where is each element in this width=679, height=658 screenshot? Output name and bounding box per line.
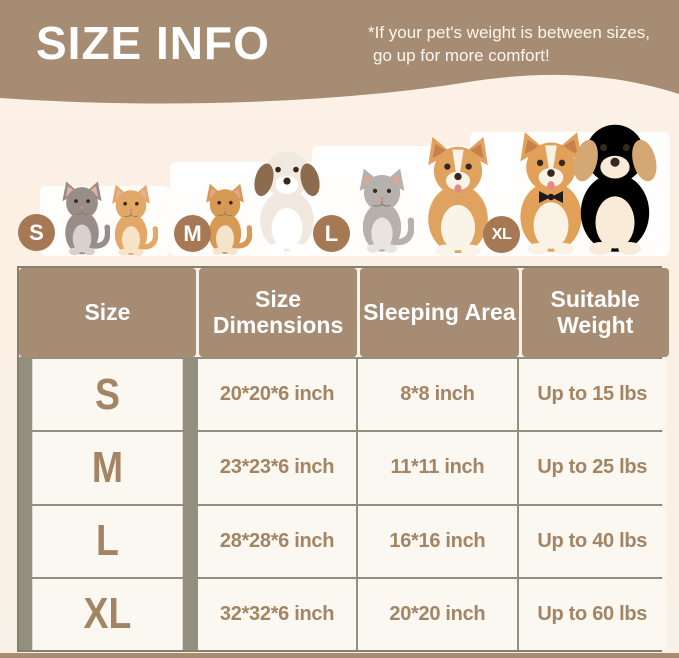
cell-dimensions-s: 20*20*6 inch <box>197 359 357 431</box>
cell-sleeping-area-s: 8*8 inch <box>358 359 517 431</box>
size-table-body: S 20*20*6 inch 8*8 inch Up to 15 lbs M 2… <box>19 357 666 650</box>
gray-kitten-icon <box>61 181 109 256</box>
size-advice-note: *If your pet's weight is between sizes, … <box>368 21 670 68</box>
size-badge-s: S <box>18 214 55 251</box>
pets-medium-image <box>205 151 323 256</box>
corgi-icon <box>428 136 488 256</box>
cell-size-xl: XL <box>32 578 183 650</box>
column-header-sleeping-area: Sleeping Area <box>360 268 519 357</box>
note-line-2: go up for more comfort! <box>373 46 550 66</box>
size-table: Size Size Dimensions Sleeping Area Suita… <box>17 266 669 652</box>
bowtie-icon <box>539 191 563 203</box>
pets-xlarge-image <box>520 124 661 255</box>
cell-dimensions-l: 28*28*6 inch <box>197 505 357 577</box>
cell-size-s: S <box>32 359 183 431</box>
fluffy-dog-icon <box>569 124 661 255</box>
size-table-header: Size Size Dimensions Sleeping Area Suita… <box>19 268 669 357</box>
gray-tabby-cat-icon <box>359 167 412 254</box>
orange-kitten-icon <box>111 184 157 256</box>
cell-dimensions-m: 23*23*6 inch <box>197 432 357 504</box>
header-wave-background <box>0 0 679 104</box>
column-header-size-dimensions: Size Dimensions <box>198 268 358 357</box>
column-header-size: Size <box>19 268 196 357</box>
cell-weight-l: Up to 40 lbs <box>518 505 666 577</box>
bottom-divider-strip <box>0 653 679 658</box>
cell-size-m: M <box>32 432 183 504</box>
puppy-icon <box>251 151 323 254</box>
tabby-kitten-icon <box>205 183 251 256</box>
column-header-suitable-weight: Suitable Weight <box>521 268 669 357</box>
note-line-1: *If your pet's weight is between sizes, <box>368 23 650 42</box>
size-badge-m: M <box>174 215 211 252</box>
cell-sleeping-area-m: 11*11 inch <box>358 432 517 504</box>
cell-size-l: L <box>32 505 183 577</box>
cell-sleeping-area-l: 16*16 inch <box>358 505 517 577</box>
cell-dimensions-xl: 32*32*6 inch <box>197 578 357 650</box>
corgi-bowtie-icon <box>520 132 582 255</box>
size-badge-xl: XL <box>483 216 520 253</box>
pets-small-image <box>61 181 157 256</box>
cell-weight-xl: Up to 60 lbs <box>518 578 666 650</box>
page-title: SIZE INFO <box>36 17 270 69</box>
cell-weight-m: Up to 25 lbs <box>518 432 666 504</box>
cell-weight-s: Up to 15 lbs <box>518 359 666 431</box>
cell-sleeping-area-xl: 20*20 inch <box>358 578 517 650</box>
size-badge-l: L <box>313 215 350 252</box>
